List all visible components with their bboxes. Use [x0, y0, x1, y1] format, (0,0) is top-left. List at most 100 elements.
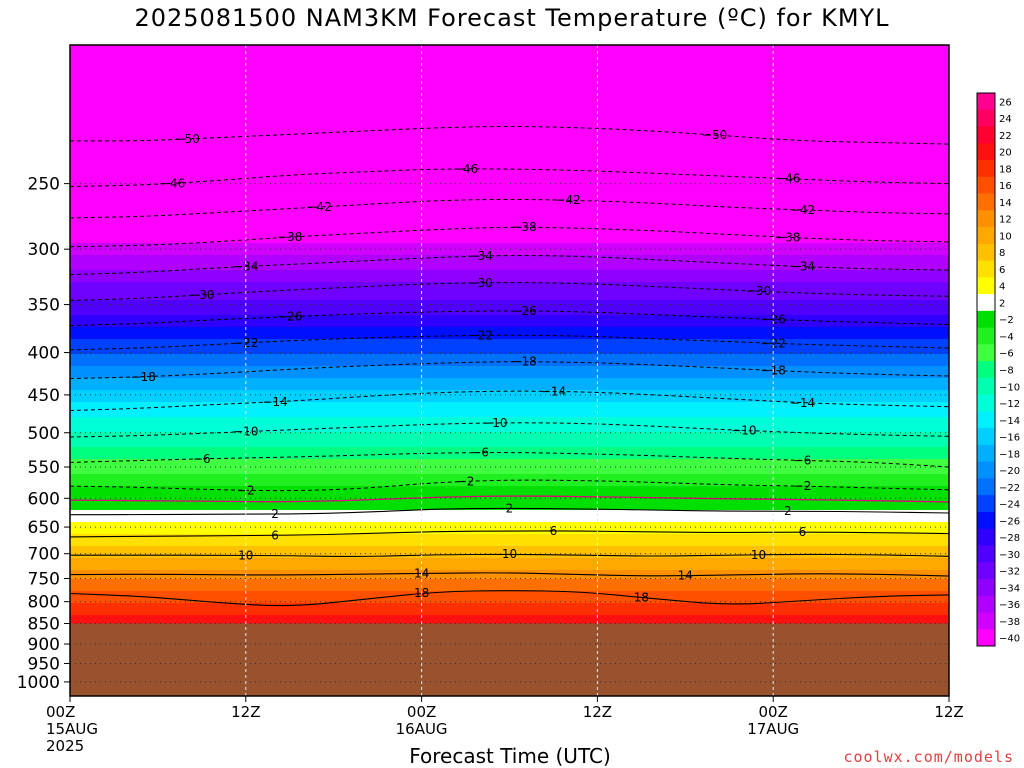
temperature-band	[70, 381, 949, 385]
temperature-band	[70, 156, 949, 160]
temperature-band	[70, 171, 949, 175]
temperature-band	[70, 348, 949, 352]
temperature-band	[70, 579, 949, 583]
temperature-band	[70, 357, 949, 361]
y-tick-label: 600	[28, 489, 60, 509]
contour-label: 6	[799, 525, 807, 539]
contour-label: −10	[482, 416, 507, 430]
temperature-band	[70, 186, 949, 190]
temperature-band	[70, 126, 949, 130]
temperature-band	[70, 219, 949, 223]
y-tick-label: 450	[28, 386, 60, 406]
x-tick-label: 12Z	[934, 703, 963, 721]
temperature-band	[70, 81, 949, 85]
temperature-band	[70, 231, 949, 235]
colorbar-label: −12	[999, 399, 1020, 410]
contour-label: 2	[506, 501, 514, 515]
underground-area	[70, 623, 949, 696]
temperature-band	[70, 285, 949, 289]
pressure-axis: 2503003504004505005506006507007508008509…	[17, 175, 70, 693]
temperature-band	[70, 234, 949, 238]
temperature-band	[70, 606, 949, 610]
x-tick-label: 15AUG	[46, 720, 98, 738]
isotherm-line	[70, 495, 949, 503]
contour-label: −34	[790, 260, 815, 274]
isotherm-line	[70, 572, 949, 577]
temperature-band	[70, 48, 949, 52]
temperature-band	[70, 222, 949, 226]
colorbar-swatch	[977, 478, 995, 496]
contour-label: −2	[794, 479, 812, 493]
temperature-band	[70, 96, 949, 100]
colorbar-swatch	[977, 612, 995, 630]
temperature-band	[70, 468, 949, 472]
temperature-band	[70, 294, 949, 298]
temperature-band	[70, 567, 949, 571]
colorbar-swatch	[977, 126, 995, 144]
contour-label: 14	[678, 569, 693, 583]
contour-label: −38	[277, 230, 302, 244]
contour-label: −14	[262, 395, 287, 409]
contour-label: 10	[751, 548, 766, 562]
temperature-band	[70, 129, 949, 133]
contour-label: −38	[775, 230, 800, 244]
contour-label: −10	[731, 423, 756, 437]
temperature-band	[70, 240, 949, 244]
temperature-band	[70, 312, 949, 316]
temperature-band	[70, 429, 949, 433]
temperature-band	[70, 525, 949, 529]
temperature-band	[70, 441, 949, 445]
colorbar-swatch	[977, 377, 995, 396]
contour-label: −38	[511, 220, 536, 234]
temperature-band	[70, 264, 949, 268]
temperature-band	[70, 276, 949, 280]
temperature-band	[70, 438, 949, 442]
colorbar-swatch	[977, 176, 995, 194]
colorbar-label: −24	[999, 500, 1020, 511]
colorbar-label: 6	[999, 265, 1005, 276]
contour-label: 2	[271, 507, 279, 521]
y-tick-label: 950	[28, 654, 60, 674]
colorbar-swatch	[977, 243, 995, 261]
temperature-band	[70, 303, 949, 307]
contour-label: −30	[189, 288, 214, 302]
temperature-band	[70, 69, 949, 73]
contour-label: −22	[233, 336, 258, 350]
temperature-band	[70, 84, 949, 88]
colorbar-swatch	[977, 578, 995, 597]
temperature-band	[70, 87, 949, 91]
temperature-band	[70, 198, 949, 202]
temperature-band	[70, 132, 949, 136]
colorbar-swatch	[977, 143, 995, 161]
contour-label: −46	[453, 162, 478, 176]
temperature-band	[70, 117, 949, 121]
temperature-band	[70, 396, 949, 400]
temperature-band	[70, 354, 949, 358]
temperature-band	[70, 471, 949, 475]
x-tick-label: 00Z	[46, 703, 75, 721]
temperature-band	[70, 282, 949, 286]
temperature-band	[70, 138, 949, 142]
colorbar-label: −8	[999, 366, 1014, 377]
temperature-band	[70, 459, 949, 463]
temperature-band	[70, 279, 949, 283]
colorbar-label: 14	[999, 198, 1012, 209]
temperature-band	[70, 483, 949, 487]
temperature-band	[70, 267, 949, 271]
y-tick-label: 300	[28, 240, 60, 260]
temperature-band	[70, 192, 949, 196]
x-tick-label: 2025	[46, 737, 84, 755]
temperature-band	[70, 366, 949, 370]
temperature-band	[70, 165, 949, 169]
temperature-band	[70, 111, 949, 115]
temperature-band	[70, 540, 949, 544]
temperature-band	[70, 261, 949, 265]
temperature-band	[70, 135, 949, 139]
temperature-band	[70, 54, 949, 58]
temperature-band	[70, 123, 949, 127]
colorbar-label: −38	[999, 617, 1020, 628]
contour-label: 6	[271, 528, 279, 542]
temperature-band	[70, 531, 949, 535]
temperature-band	[70, 597, 949, 601]
isotherm-line	[70, 390, 949, 411]
